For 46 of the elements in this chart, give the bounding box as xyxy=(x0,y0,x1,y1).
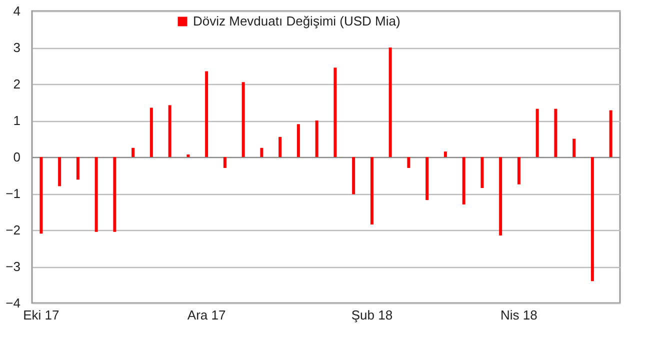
bar xyxy=(223,157,226,168)
bar xyxy=(186,154,190,157)
bar xyxy=(278,136,282,157)
bar xyxy=(94,157,98,232)
x-tick-label: Eki 17 xyxy=(23,308,60,322)
y-tick-label: 2 xyxy=(13,76,20,92)
bar xyxy=(205,71,208,157)
bar xyxy=(407,157,410,168)
bar xyxy=(444,152,447,157)
bar xyxy=(113,157,116,232)
bar xyxy=(499,157,502,236)
bar xyxy=(40,157,43,234)
y-tick-label: −2 xyxy=(6,222,20,238)
y-tick-label: 0 xyxy=(13,150,20,164)
y-tick-label: 3 xyxy=(13,40,20,55)
bar xyxy=(334,68,337,157)
legend-label: Döviz Mevduatı Değişimi (USD Mia) xyxy=(193,14,400,28)
bar xyxy=(150,108,153,157)
x-tick-label: Şub 18 xyxy=(351,308,393,322)
bar xyxy=(296,124,300,157)
bar xyxy=(76,157,80,180)
x-tick-label: Ara 17 xyxy=(187,308,226,322)
bar xyxy=(132,148,135,157)
y-tick-label: −4 xyxy=(6,296,20,310)
bar xyxy=(554,108,558,157)
bar xyxy=(536,108,539,157)
bar xyxy=(352,157,356,194)
y-tick-label: 4 xyxy=(13,4,20,18)
bar xyxy=(572,138,576,157)
bar xyxy=(58,157,62,186)
bar xyxy=(370,157,374,225)
bar xyxy=(260,148,264,157)
bar xyxy=(168,105,172,157)
bar xyxy=(242,82,245,157)
bar xyxy=(315,120,318,157)
bar xyxy=(426,157,429,200)
bar xyxy=(517,157,520,184)
bar xyxy=(388,48,392,157)
bar xyxy=(590,157,594,282)
bar xyxy=(462,157,466,204)
x-tick-label: Nis 18 xyxy=(500,308,538,322)
y-tick-label: 1 xyxy=(13,113,20,128)
y-tick-label: −1 xyxy=(6,186,20,201)
bar xyxy=(480,157,484,188)
bar xyxy=(609,110,612,157)
y-tick-label: −3 xyxy=(6,259,20,274)
